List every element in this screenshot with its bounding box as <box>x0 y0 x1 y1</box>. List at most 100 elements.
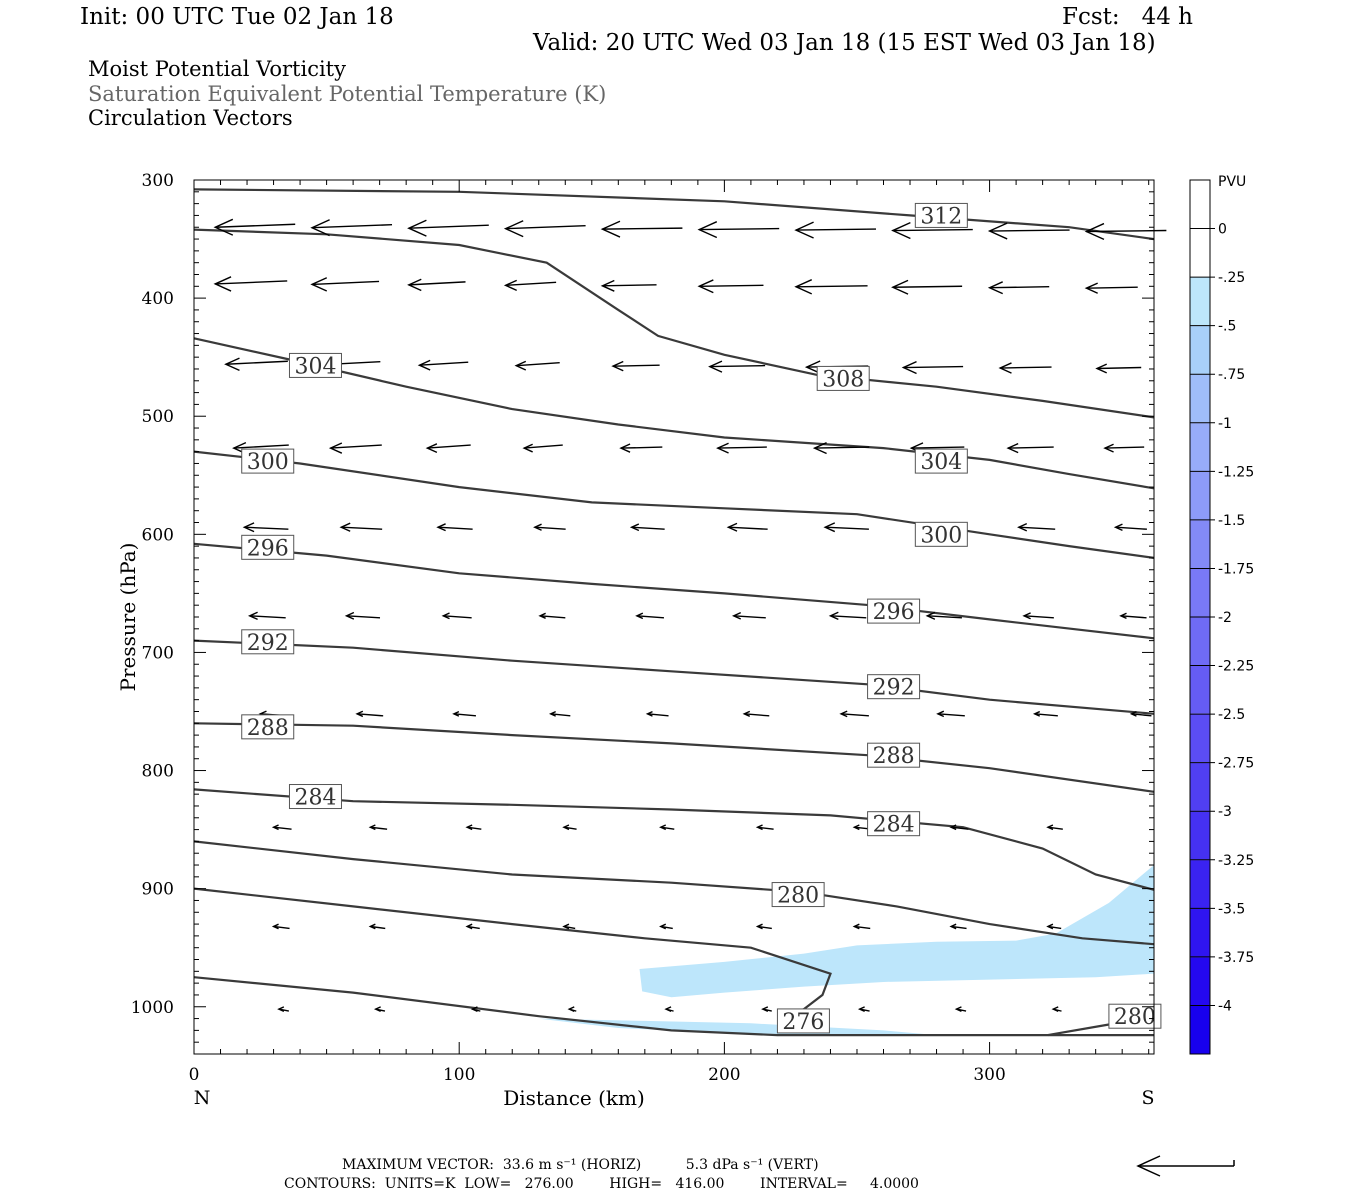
circulation-vector <box>233 444 289 449</box>
vector-arrowhead <box>465 824 473 831</box>
vector-arrowhead <box>1032 710 1041 717</box>
circulation-vector <box>1008 446 1054 449</box>
vector-arrowhead <box>441 612 450 620</box>
circulation-vector <box>744 713 770 717</box>
contour-info-note: CONTOURS: UNITS=K LOW= 276.00 HIGH= 416.… <box>284 1176 919 1192</box>
circulation-vector <box>636 615 664 619</box>
contour-label: 280 <box>777 884 819 909</box>
colorbar-swatch <box>1189 859 1211 909</box>
vector-arrowhead <box>726 522 738 532</box>
y-tick-label: 500 <box>142 407 174 427</box>
circulation-vector <box>830 615 867 619</box>
y-tick-label: 1000 <box>131 998 174 1018</box>
contour-label-box <box>914 521 968 547</box>
field-title-vectors: Circulation Vectors <box>88 106 293 130</box>
vector-arrowhead <box>731 611 742 620</box>
contour-label-box <box>867 674 921 700</box>
vector-arrowhead <box>697 279 714 294</box>
plot-axes: 300 400 500 600 700 800 900 1000 0 100 200 300 N S Dis… <box>116 171 1155 1110</box>
circulation-vector <box>892 285 963 288</box>
vector-arrowhead <box>794 221 814 239</box>
contour-label: 276 <box>782 1010 824 1035</box>
circulation-vector <box>825 526 869 530</box>
circulation-vector <box>215 280 288 285</box>
vector-arrowhead <box>761 1006 769 1013</box>
contour-label: 300 <box>247 450 289 475</box>
contour-label-box <box>816 365 870 391</box>
vector-arrowhead <box>247 611 258 621</box>
vector-arrowhead <box>533 523 542 531</box>
contour-label: 288 <box>873 744 915 769</box>
y-tick-label: 300 <box>142 171 174 191</box>
vector-arrowhead <box>619 443 631 453</box>
vector-arrowhead <box>949 824 957 831</box>
colorbar-swatch <box>1189 616 1211 666</box>
vector-arrowhead <box>567 1006 575 1013</box>
vector-arrowhead <box>548 710 556 717</box>
y-tick-label: 900 <box>142 880 174 900</box>
circulation-vector <box>951 826 969 830</box>
circulation-vector <box>443 615 472 619</box>
circulation-vector <box>408 281 466 286</box>
vector-arrowhead <box>839 710 848 718</box>
colorbar-swatch <box>1189 908 1211 958</box>
vector-arrowhead <box>697 221 718 239</box>
circulation-vector <box>989 286 1050 289</box>
circulation-vector <box>795 228 876 231</box>
vector-arrowhead <box>852 824 860 831</box>
vector-arrowhead <box>828 611 839 620</box>
vector-arrowhead <box>954 1006 962 1013</box>
vector-arrowhead <box>562 824 570 831</box>
x-end-label-south: S <box>1141 1087 1154 1109</box>
vector-arrowhead <box>742 710 751 717</box>
x-tick-label: 300 <box>973 1065 1005 1085</box>
pv-shading-layer <box>538 865 1154 1036</box>
circulation-vector <box>911 446 965 449</box>
theta-contour-284 <box>193 788 1155 891</box>
colorbar-swatch <box>1189 228 1211 278</box>
vector-arrowhead <box>417 359 431 371</box>
vector-arrowhead <box>1017 522 1028 532</box>
vector-arrowhead <box>522 443 533 453</box>
vector-arrowhead <box>514 360 527 371</box>
reference-vector-head <box>1136 1155 1161 1177</box>
contour-label-box <box>771 882 825 908</box>
theta-contour-312 <box>193 188 1155 241</box>
vector-arrowhead <box>213 276 232 292</box>
vector-arrowhead <box>1103 443 1114 453</box>
colorbar-swatch <box>1189 519 1211 569</box>
colorbar-swatch <box>1189 665 1211 715</box>
vector-arrowhead <box>1084 282 1098 294</box>
contour-label-box <box>867 598 921 624</box>
circulation-vector <box>273 826 292 830</box>
y-tick-label: 700 <box>142 643 174 663</box>
circulation-vector <box>989 229 1070 232</box>
circulation-vector <box>524 444 563 449</box>
colorbar-swatch <box>1189 422 1211 472</box>
circulation-vector <box>1104 446 1145 449</box>
vector-arrowhead <box>436 523 446 532</box>
vector-arrowhead <box>755 824 763 831</box>
theta-contour-296 <box>193 542 1155 640</box>
valid-time: Valid: 20 UTC Wed 03 Jan 18 (15 EST Wed … <box>533 30 1156 56</box>
vector-arrowhead <box>645 710 653 717</box>
circulation-vector <box>602 227 683 230</box>
vector-arrowhead <box>755 923 763 930</box>
circulation-vector <box>534 526 566 530</box>
vector-arrowhead <box>452 710 460 717</box>
vector-arrowhead <box>1113 523 1123 531</box>
vector-arrowhead <box>857 1006 865 1013</box>
vector-arrowhead <box>901 361 917 375</box>
circulation-vector <box>346 615 381 619</box>
circulation-vector <box>357 713 384 717</box>
circulation-vector <box>733 615 766 619</box>
contour-label-box <box>914 202 968 228</box>
circulation-vector <box>1018 526 1056 530</box>
theta-contour-276 <box>193 976 1154 1037</box>
vector-arrowhead <box>629 523 640 532</box>
circulation-vector <box>717 446 767 449</box>
circulation-vector <box>1120 615 1147 619</box>
circulation-vector <box>370 826 388 830</box>
colorbar-swatch <box>1189 471 1211 521</box>
colorbar-tick-label: -1.75 <box>1218 561 1254 577</box>
